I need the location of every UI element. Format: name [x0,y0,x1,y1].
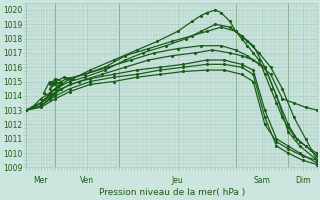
X-axis label: Pression niveau de la mer( hPa ): Pression niveau de la mer( hPa ) [99,188,245,197]
